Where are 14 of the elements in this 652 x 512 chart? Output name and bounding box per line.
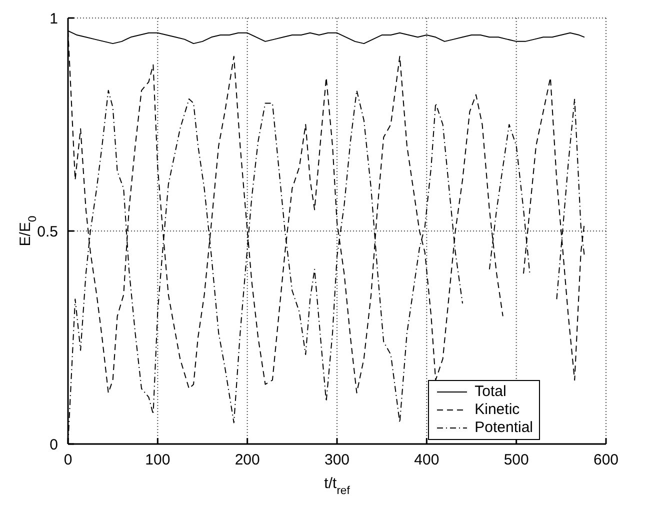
x-tick-label: 300 — [324, 452, 350, 469]
x-tick-label: 600 — [593, 452, 619, 469]
x-tick-label: 0 — [64, 452, 72, 469]
legend-label: Kinetic — [474, 401, 520, 419]
y-tick-label: 0.5 — [37, 223, 58, 240]
legend-label: Potential — [474, 419, 533, 437]
x-tick-label: 400 — [414, 452, 440, 469]
y-tick-label: 1 — [50, 10, 58, 28]
x-tick-label: 200 — [234, 452, 260, 469]
x-tick-label: 500 — [504, 452, 529, 469]
y-tick-label: 0 — [50, 436, 58, 454]
legend-label: Total — [474, 383, 506, 401]
x-axis-title: t/t$_{ref}$ — [324, 475, 351, 497]
x-tick-label: 100 — [145, 452, 170, 469]
